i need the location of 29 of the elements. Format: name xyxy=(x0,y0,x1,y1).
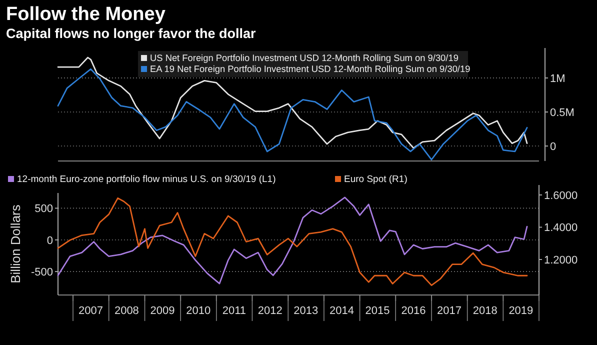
chart-title: Follow the Money xyxy=(6,4,166,25)
y-tick-label: -500 xyxy=(30,266,53,279)
legend-label: 12-month Euro-zone portfolio flow minus U.S. on 9/30/19 (L1) xyxy=(17,174,276,185)
x-tick-label: 2014 xyxy=(329,305,354,317)
y-axis-title: Billion Dollars xyxy=(8,204,23,284)
x-tick-label: 2015 xyxy=(365,305,390,317)
x-tick-label: 2013 xyxy=(294,305,318,317)
y-tick-label: 0 xyxy=(550,141,556,154)
x-tick-label: 2007 xyxy=(78,305,104,317)
y-tick-label: 0.5M xyxy=(550,106,574,119)
y-tick-label: 1M xyxy=(550,72,566,85)
x-tick-label: 2008 xyxy=(114,305,139,317)
x-tick-label: 2009 xyxy=(150,305,175,317)
x-tick-label: 2018 xyxy=(472,305,498,317)
legend-label: EA 19 Net Foreign Portfolio Investment USD 12-Month Rolling Sum on 9/30/19 xyxy=(150,64,470,74)
legend-label: Euro Spot (R1) xyxy=(344,174,408,185)
x-tick-label: 2012 xyxy=(258,305,282,317)
x-tick-label: 2017 xyxy=(437,305,462,317)
y2-tick-label: 1.4000 xyxy=(544,222,578,234)
x-tick-label: 2011 xyxy=(222,305,246,317)
legend-label: US Net Foreign Portfolio Investment USD 12-Month Rolling Sum on 9/30/19 xyxy=(150,53,458,63)
chart-subtitle: Capital flows no longer favor the dollar xyxy=(6,26,257,41)
y-tick-label: 500 xyxy=(34,203,53,216)
y-tick-label: 0 xyxy=(46,234,53,247)
x-tick-label: 2016 xyxy=(401,305,426,317)
y2-tick-label: 1.2000 xyxy=(544,254,578,266)
x-tick-label: 2019 xyxy=(508,305,534,317)
y2-tick-label: 1.6000 xyxy=(544,190,578,202)
x-tick-label: 2010 xyxy=(186,305,211,317)
